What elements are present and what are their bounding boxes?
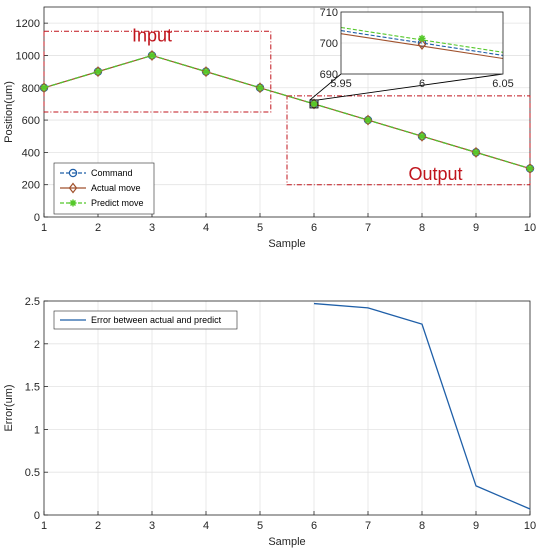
inset-y-tick-label: 710 bbox=[320, 7, 338, 19]
y-tick-label: 1000 bbox=[16, 50, 40, 62]
x-axis-label: Sample bbox=[268, 536, 305, 548]
plot-area bbox=[44, 301, 530, 515]
y-axis-label: Position(um) bbox=[3, 81, 15, 143]
legend: Command Actual move Predict move bbox=[53, 162, 155, 215]
legend-entry: Command bbox=[91, 168, 133, 178]
inset-series-line bbox=[341, 33, 503, 60]
data-point bbox=[202, 68, 210, 76]
x-tick-label: 2 bbox=[95, 520, 101, 532]
x-tick-label: 7 bbox=[365, 222, 371, 234]
data-point bbox=[94, 68, 102, 76]
legend-entry: Error between actual and predict bbox=[91, 315, 222, 325]
x-tick-label: 10 bbox=[524, 520, 536, 532]
x-tick-label: 5 bbox=[257, 520, 263, 532]
y-tick-label: 800 bbox=[22, 83, 40, 95]
inset-data-point bbox=[418, 34, 426, 42]
inset-chart: 5.95 6 6.05 690 700 710 bbox=[309, 7, 514, 109]
annotation-label-input: Input bbox=[132, 26, 172, 46]
inset-y-tick-label: 690 bbox=[320, 69, 338, 81]
y-tick-label: 2 bbox=[34, 339, 40, 351]
annotation-label-output: Output bbox=[408, 164, 462, 184]
position-chart: 1 2 3 4 5 6 7 8 9 10 0 200 400 600 800 1000 1200 Sample Po… bbox=[3, 6, 536, 250]
inset-x-tick-label: 5.95 bbox=[330, 78, 351, 90]
x-tick-label: 6 bbox=[311, 222, 317, 234]
inset-x-tick-label: 6 bbox=[419, 78, 425, 90]
y-tick-label: 0 bbox=[34, 212, 40, 224]
x-tick-label: 2 bbox=[95, 222, 101, 234]
x-tick-label: 6 bbox=[311, 520, 317, 532]
error-chart: 1 2 3 4 5 6 7 8 9 10 0 0.5 1 1.5 2 2.5 Sample Error(um) Er… bbox=[3, 296, 536, 548]
x-tick-label: 8 bbox=[419, 222, 425, 234]
x-tick-label: 4 bbox=[203, 222, 209, 234]
x-tick-label: 1 bbox=[41, 222, 47, 234]
y-tick-label: 2.5 bbox=[25, 296, 40, 308]
y-tick-label: 1200 bbox=[16, 18, 40, 30]
inset-box bbox=[340, 11, 504, 75]
y-tick-label: 200 bbox=[22, 180, 40, 192]
data-point bbox=[40, 84, 48, 92]
y-tick-label: 400 bbox=[22, 147, 40, 159]
series-line bbox=[43, 54, 531, 170]
x-tick-label: 5 bbox=[257, 222, 263, 234]
data-point bbox=[256, 84, 264, 92]
x-tick-label: 3 bbox=[149, 520, 155, 532]
y-tick-label: 600 bbox=[22, 115, 40, 127]
legend-box bbox=[53, 310, 238, 330]
data-point bbox=[472, 148, 480, 156]
inset-y-tick-label: 700 bbox=[320, 38, 338, 50]
legend: Error between actual and predict bbox=[53, 310, 238, 330]
data-point bbox=[364, 116, 372, 124]
inset-series-line bbox=[341, 30, 503, 56]
inset-data-point bbox=[417, 39, 427, 51]
x-tick-label: 8 bbox=[419, 520, 425, 532]
data-point bbox=[310, 100, 318, 108]
x-tick-label: 9 bbox=[473, 520, 479, 532]
annotation-box bbox=[43, 30, 272, 113]
legend-marker bbox=[69, 199, 77, 207]
legend-marker bbox=[68, 168, 78, 178]
inset-x-tick-label: 6.05 bbox=[492, 78, 513, 90]
zoom-region-box bbox=[309, 99, 319, 109]
data-point bbox=[418, 132, 426, 140]
zoom-connector bbox=[309, 73, 342, 101]
legend-marker bbox=[68, 182, 78, 194]
x-tick-label: 4 bbox=[203, 520, 209, 532]
x-tick-label: 9 bbox=[473, 222, 479, 234]
x-tick-label: 1 bbox=[41, 520, 47, 532]
y-axis-label: Error(um) bbox=[3, 384, 15, 431]
x-tick-label: 10 bbox=[524, 222, 536, 234]
x-axis-label: Sample bbox=[268, 238, 305, 250]
x-tick-label: 7 bbox=[365, 520, 371, 532]
inset-series-group bbox=[341, 26, 503, 60]
data-point bbox=[526, 165, 534, 173]
y-tick-label: 0 bbox=[34, 510, 40, 522]
axes-box bbox=[43, 300, 531, 516]
y-tick-label: 1.5 bbox=[25, 382, 40, 394]
zoom-connector bbox=[317, 73, 504, 101]
legend-entry: Predict move bbox=[91, 198, 144, 208]
legend-entry: Actual move bbox=[91, 183, 141, 193]
x-tick-label: 3 bbox=[149, 222, 155, 234]
data-point bbox=[148, 51, 156, 59]
y-tick-label: 1 bbox=[34, 424, 40, 436]
annotation-box bbox=[286, 95, 531, 186]
y-tick-label: 0.5 bbox=[25, 467, 40, 479]
